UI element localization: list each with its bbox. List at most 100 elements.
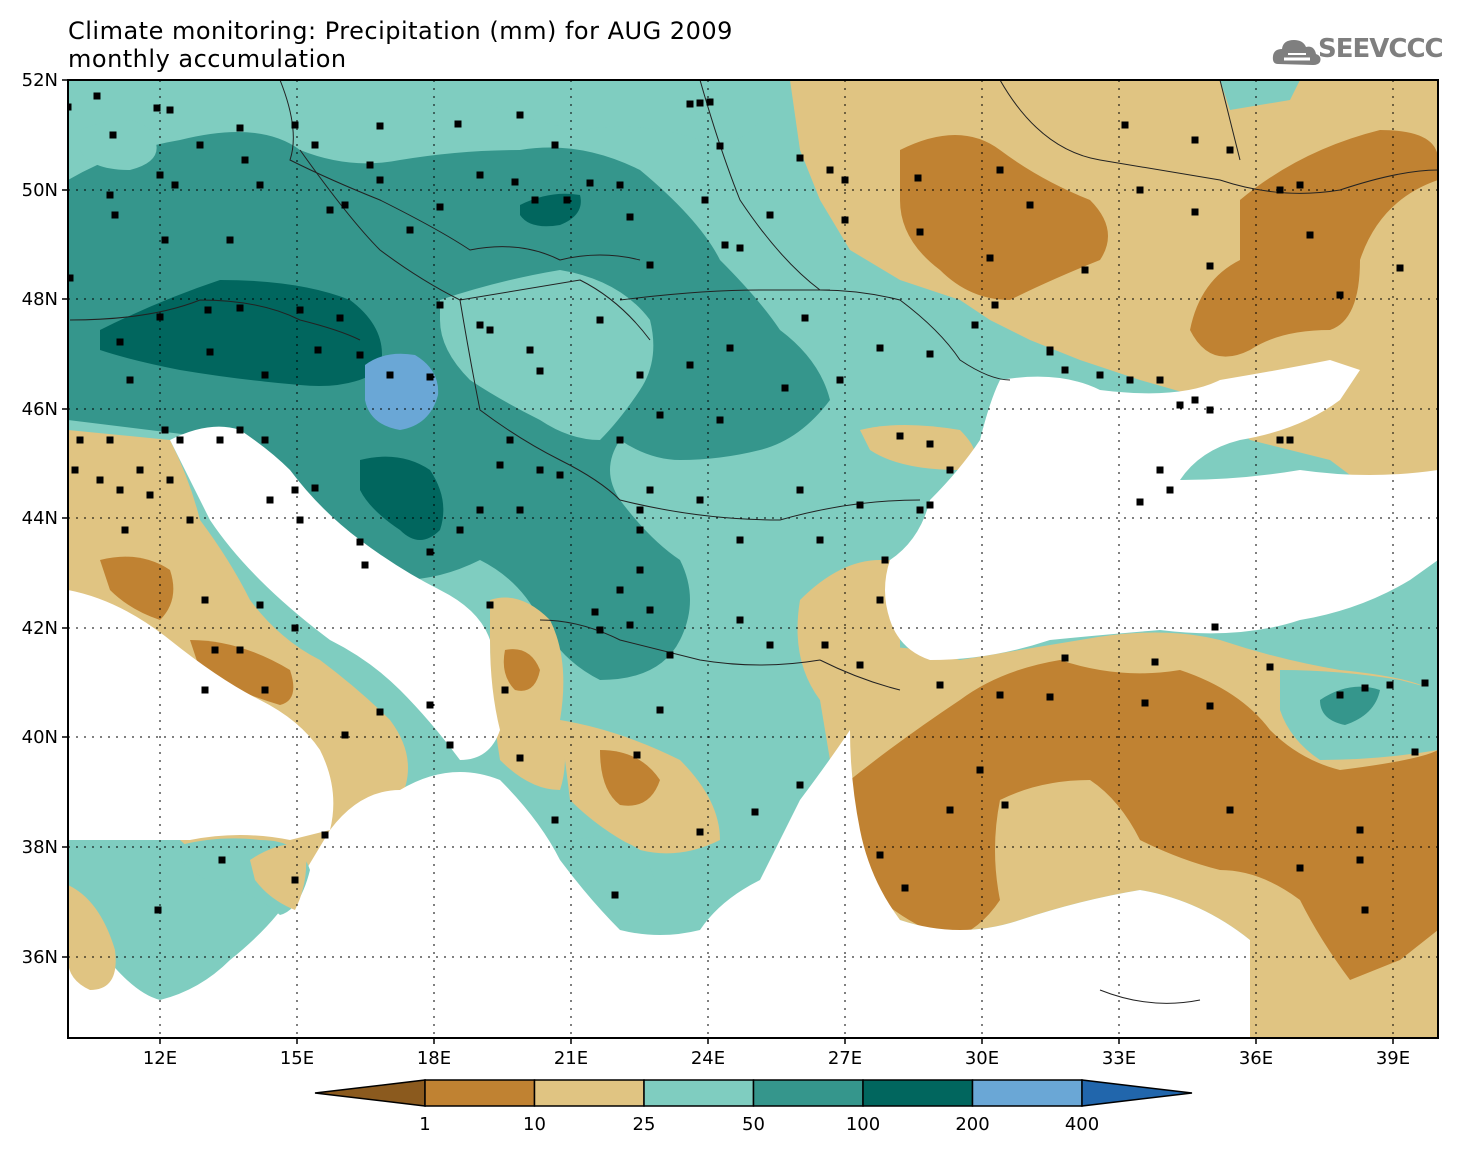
station-marker — [218, 856, 226, 864]
station-marker — [856, 501, 864, 509]
station-marker — [1141, 699, 1149, 707]
station-marker — [1266, 663, 1274, 671]
station-marker — [1081, 266, 1089, 274]
station-marker — [841, 216, 849, 224]
lon-label: 30E — [965, 1048, 999, 1069]
station-marker — [166, 476, 174, 484]
station-marker — [563, 196, 571, 204]
station-marker — [146, 491, 154, 499]
station-marker — [236, 426, 244, 434]
brown-region-albania — [503, 649, 540, 691]
station-marker — [536, 367, 544, 375]
station-marker — [261, 686, 269, 694]
station-marker — [646, 486, 654, 494]
station-marker — [261, 436, 269, 444]
brown-region-turkey — [850, 660, 1438, 980]
light-teal-hungary — [440, 270, 654, 440]
peloponnese — [575, 836, 660, 916]
station-marker — [701, 196, 709, 204]
station-marker — [1061, 366, 1069, 374]
station-marker — [856, 661, 864, 669]
station-marker — [796, 486, 804, 494]
station-marker — [1191, 208, 1199, 216]
station-marker — [236, 124, 244, 132]
station-marker — [926, 501, 934, 509]
station-marker — [1206, 262, 1214, 270]
station-marker — [896, 432, 904, 440]
colorbar-label: 100 — [846, 1114, 880, 1135]
colorbar-label: 25 — [633, 1114, 656, 1135]
station-marker — [716, 142, 724, 150]
station-marker — [1276, 436, 1284, 444]
station-marker — [341, 201, 349, 209]
lat-label: 46N — [22, 399, 58, 420]
station-marker — [376, 176, 384, 184]
station-marker — [696, 99, 704, 107]
station-marker — [991, 301, 999, 309]
colorbar-label: 1 — [419, 1114, 430, 1135]
station-marker — [611, 891, 619, 899]
station-marker — [926, 440, 934, 448]
station-marker — [156, 313, 164, 321]
tan-region-albania — [490, 597, 565, 790]
lat-label: 48N — [22, 289, 58, 310]
station-marker — [1296, 181, 1304, 189]
brown-region-greece — [600, 750, 660, 806]
dark-teal-bosnia — [360, 456, 444, 540]
station-marker — [616, 436, 624, 444]
station-marker — [686, 361, 694, 369]
station-marker — [406, 226, 414, 234]
colorbar-segment — [752, 1079, 864, 1107]
country-borders — [69, 80, 1438, 1004]
latitude-axis: 52N 50N 48N 46N 44N 42N 40N 38N 36N — [22, 70, 68, 968]
sicily-tan — [250, 844, 307, 910]
station-marker — [71, 466, 79, 474]
station-marker — [616, 181, 624, 189]
station-marker — [201, 596, 209, 604]
lon-label: 21E — [554, 1048, 588, 1069]
station-marker — [536, 466, 544, 474]
colorbar-segment — [533, 1079, 645, 1107]
station-marker — [336, 314, 344, 322]
lat-label: 40N — [22, 727, 58, 748]
station-marker — [476, 171, 484, 179]
station-marker — [596, 626, 604, 634]
dark-teal-austria — [100, 280, 382, 386]
station-marker — [446, 741, 454, 749]
station-marker — [1226, 146, 1234, 154]
colorbar-segment — [424, 1079, 536, 1107]
station-marker — [766, 211, 774, 219]
station-marker — [511, 178, 519, 186]
station-marker — [996, 691, 1004, 699]
station-marker — [226, 236, 234, 244]
station-marker — [636, 371, 644, 379]
station-marker — [1276, 186, 1284, 194]
station-marker — [551, 816, 559, 824]
station-marker — [636, 526, 644, 534]
station-marker — [1206, 702, 1214, 710]
lon-label: 36E — [1239, 1048, 1273, 1069]
map-title: Climate monitoring: Precipitation (mm) f… — [68, 17, 733, 45]
station-marker — [321, 831, 329, 839]
lat-label: 42N — [22, 618, 58, 639]
colorbar-segment — [971, 1079, 1083, 1107]
station-marker — [616, 586, 624, 594]
station-marker — [914, 174, 922, 182]
station-marker — [556, 471, 564, 479]
station-marker — [154, 906, 162, 914]
station-marker — [311, 484, 319, 492]
station-marker — [1026, 201, 1034, 209]
station-marker — [821, 641, 829, 649]
station-marker — [876, 851, 884, 859]
station-marker — [1226, 806, 1234, 814]
station-marker — [76, 436, 84, 444]
station-marker — [836, 376, 844, 384]
station-marker — [476, 321, 484, 329]
station-marker — [516, 111, 524, 119]
station-marker — [171, 181, 179, 189]
station-marker — [1046, 348, 1054, 356]
lat-label: 44N — [22, 508, 58, 529]
station-marker — [1386, 681, 1394, 689]
station-marker — [516, 754, 524, 762]
station-marker — [456, 526, 464, 534]
